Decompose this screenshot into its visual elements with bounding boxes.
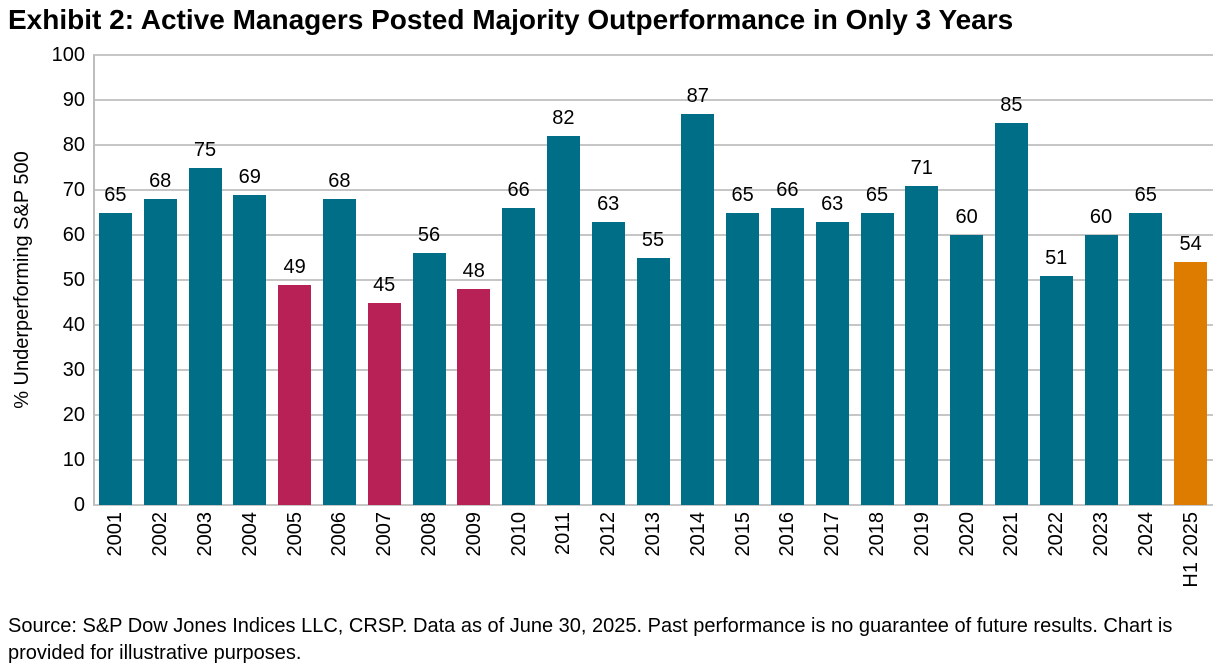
bar-2010 <box>502 208 536 505</box>
gridline-60 <box>93 234 1213 236</box>
x-tick-label-2011: 2011 <box>552 512 575 556</box>
x-tick-label-2023: 2023 <box>1090 512 1112 557</box>
bar-2007 <box>367 302 401 505</box>
bar-2016 <box>770 208 804 505</box>
x-tick-label-2009: 2009 <box>462 512 485 557</box>
bar-value-label-2013: 55 <box>641 228 665 251</box>
x-tick-label-2016: 2016 <box>776 512 799 557</box>
bar-2003 <box>188 167 222 505</box>
y-tick-label-70: 70 <box>62 179 85 201</box>
y-tick-label-0: 0 <box>73 494 85 516</box>
gridline-80 <box>93 144 1213 146</box>
x-tick-label-2007: 2007 <box>373 512 396 557</box>
y-axis-title: % Underperforming S&P 500 <box>11 151 33 409</box>
x-tick-label-2008: 2008 <box>418 512 440 557</box>
x-tick-label-2017: 2017 <box>821 512 844 557</box>
bar-value-label-2015: 65 <box>731 183 754 206</box>
x-tick-label-2021: 2021 <box>1000 512 1023 557</box>
bar-2022 <box>1039 275 1073 505</box>
x-tick-label-2005: 2005 <box>283 512 306 557</box>
bar-value-label-2016: 66 <box>776 179 799 201</box>
y-tick-label-10: 10 <box>62 449 85 471</box>
y-axis-line <box>93 55 95 505</box>
bar-value-label-2018: 65 <box>865 183 889 206</box>
bar-value-label-2019: 71 <box>910 156 933 179</box>
bar-2002 <box>143 199 177 505</box>
bar-value-label-2014: 87 <box>686 84 709 107</box>
bar-value-label-2017: 63 <box>821 192 844 215</box>
gridline-90 <box>93 99 1213 101</box>
bar-value-label-2011: 82 <box>552 107 575 129</box>
bar-value-label-2004: 69 <box>238 165 261 188</box>
bar-2005 <box>278 284 312 505</box>
x-tick-label-2003: 2003 <box>194 512 216 557</box>
bar-2024 <box>1129 212 1163 505</box>
bar-2008 <box>412 253 446 505</box>
x-tick-label-2022: 2022 <box>1045 512 1068 557</box>
bar-value-label-2024: 65 <box>1134 183 1157 206</box>
bar-2014 <box>681 113 715 505</box>
bar-value-label-2007: 45 <box>373 273 396 296</box>
bar-2011 <box>546 136 580 505</box>
bar-value-label-2010: 66 <box>507 179 530 201</box>
bar-2019 <box>905 185 939 505</box>
bar-value-label-2023: 60 <box>1089 206 1113 228</box>
bar-2009 <box>457 289 491 505</box>
bar-2012 <box>591 221 625 505</box>
bar-2017 <box>815 221 849 505</box>
bar-value-label-2003: 75 <box>193 138 217 161</box>
x-tick-label-2018: 2018 <box>866 512 888 557</box>
x-tick-label-2015: 2015 <box>731 512 754 557</box>
bar-value-label-2008: 56 <box>417 224 441 246</box>
bar-2004 <box>233 194 267 505</box>
x-tick-label-2004: 2004 <box>238 512 261 557</box>
gridline-70 <box>93 189 1213 191</box>
x-tick-label-2010: 2010 <box>507 512 530 557</box>
bar-value-label-h1-2025: 54 <box>1179 233 1202 255</box>
gridline-100 <box>93 54 1213 56</box>
x-tick-label-2002: 2002 <box>149 512 172 557</box>
bar-2013 <box>636 257 670 505</box>
bar-value-label-2002: 68 <box>149 170 172 192</box>
x-tick-label-2013: 2013 <box>642 512 664 557</box>
x-tick-label-2020: 2020 <box>955 512 978 557</box>
x-tick-label-2014: 2014 <box>686 512 709 557</box>
x-tick-label-2012: 2012 <box>597 512 620 557</box>
bar-value-label-2020: 60 <box>955 206 978 228</box>
y-tick-label-80: 80 <box>62 134 85 156</box>
bar-2020 <box>950 235 984 505</box>
bar-2018 <box>860 212 894 505</box>
gridline-0 <box>93 504 1213 506</box>
bar-value-label-2006: 68 <box>328 170 351 192</box>
bar-2006 <box>322 199 356 505</box>
chart-title: Exhibit 2: Active Managers Posted Majori… <box>8 4 1014 35</box>
bar-value-label-2005: 49 <box>283 255 306 278</box>
bar-2023 <box>1084 235 1118 505</box>
x-tick-label-2001: 2001 <box>104 512 127 557</box>
x-tick-label-2019: 2019 <box>910 512 933 557</box>
bar-value-label-2012: 63 <box>597 192 620 215</box>
bar-value-label-2021: 85 <box>1000 93 1023 116</box>
bar-h1-2025 <box>1174 262 1208 505</box>
bar-2015 <box>726 212 760 505</box>
x-tick-label-h1-2025: H1 2025 <box>1179 512 1202 588</box>
y-tick-label-20: 20 <box>62 404 85 426</box>
y-tick-label-50: 50 <box>62 269 85 291</box>
x-tick-label-2024: 2024 <box>1134 512 1157 557</box>
x-tick-label-2006: 2006 <box>328 512 351 557</box>
bar-value-label-2009: 48 <box>462 260 485 282</box>
y-tick-label-100: 100 <box>51 44 85 66</box>
bar-value-label-2022: 51 <box>1045 246 1068 269</box>
y-tick-label-60: 60 <box>62 224 85 246</box>
y-tick-label-90: 90 <box>62 89 85 111</box>
y-tick-label-30: 30 <box>62 359 85 381</box>
bar-2001 <box>98 212 132 505</box>
source-note: Source: S&P Dow Jones Indices LLC, CRSP.… <box>8 615 1173 664</box>
y-tick-label-40: 40 <box>62 314 85 336</box>
bar-2021 <box>994 122 1028 505</box>
bar-value-label-2001: 65 <box>104 183 127 206</box>
